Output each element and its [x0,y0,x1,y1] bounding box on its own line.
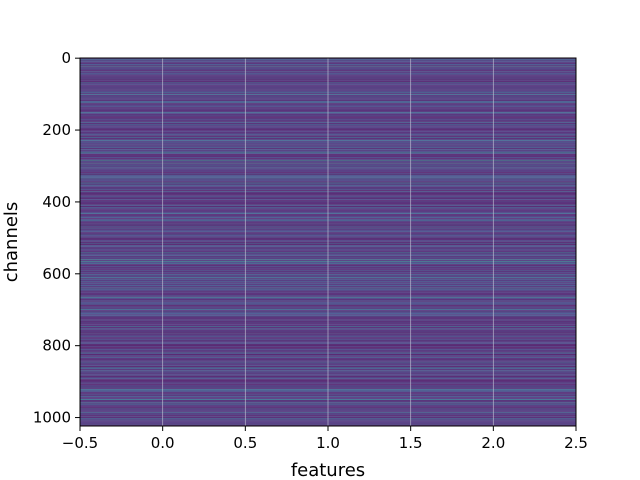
y-tick-label: 400 [42,193,71,211]
y-tick-label: 800 [42,337,71,355]
x-tick-label: −0.5 [62,434,98,452]
grid-lines [162,58,494,426]
y-tick-label: 200 [42,121,71,139]
x-axis-label: features [291,460,365,480]
x-tick-label: 1.0 [316,434,340,452]
x-tick-label: 0.0 [151,434,175,452]
y-axis-label: channels [1,202,22,283]
x-tick-label: 2.5 [564,434,588,452]
x-tick-label: 1.5 [399,434,423,452]
y-tick-label: 600 [42,265,71,283]
x-tick-label: 0.5 [233,434,257,452]
y-tick-label: 1000 [33,409,71,427]
x-axis-ticks: −0.5 0.0 0.5 1.0 1.5 2.0 2.5 [62,426,588,452]
x-tick-label: 2.0 [481,434,505,452]
y-tick-label: 0 [61,49,71,67]
y-axis-ticks: 0 200 400 600 800 1000 [33,49,80,427]
